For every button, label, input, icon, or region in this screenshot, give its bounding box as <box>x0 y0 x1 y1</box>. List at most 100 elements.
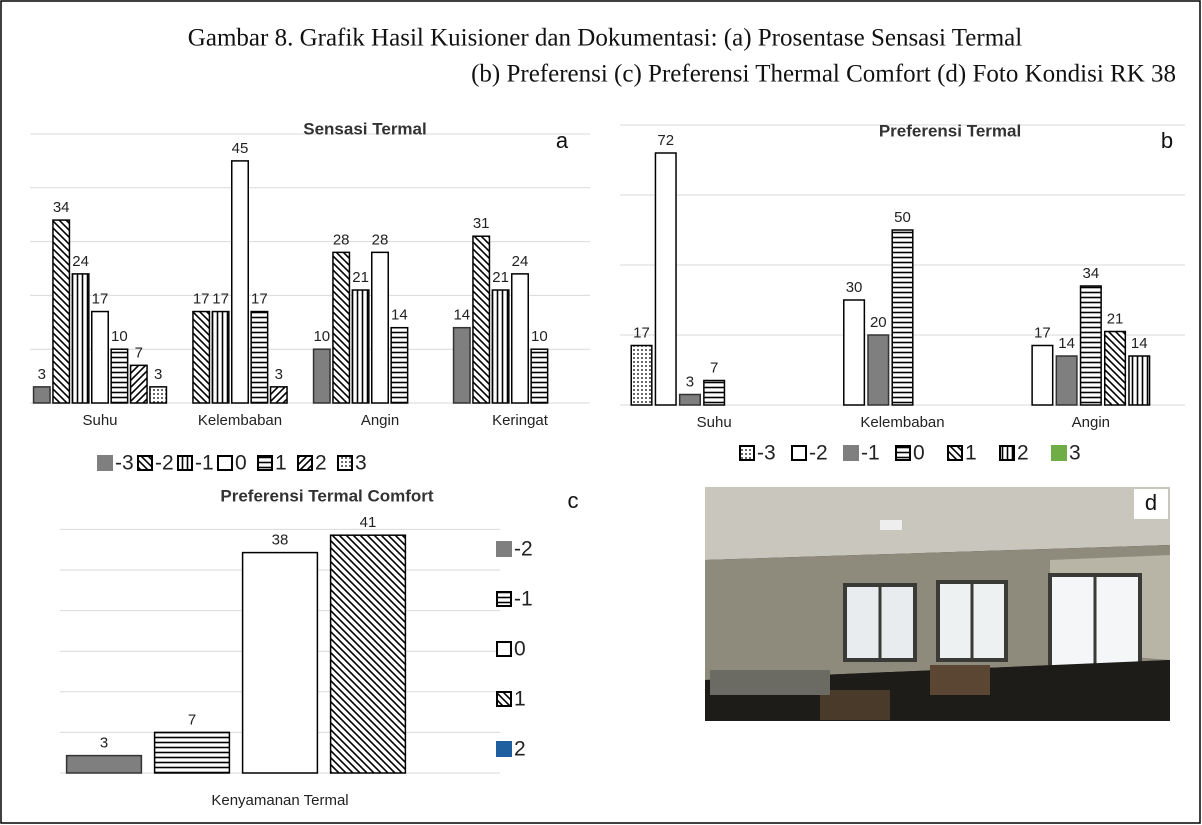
legend-label: 0 <box>235 452 247 475</box>
legend-swatch <box>257 455 273 471</box>
bar <box>71 273 90 404</box>
legend-label: 3 <box>355 452 367 475</box>
legend-label: 3 <box>1069 442 1081 465</box>
panel-label: d <box>1145 490 1157 515</box>
data-label: 17 <box>251 291 268 308</box>
data-label: 21 <box>352 269 369 286</box>
legend-swatch <box>177 455 193 471</box>
bar <box>332 251 351 404</box>
data-label: 17 <box>212 291 229 308</box>
bar <box>843 299 866 406</box>
legend-swatch <box>297 455 313 471</box>
legend-swatch <box>999 445 1015 461</box>
data-label: 14 <box>391 307 408 324</box>
legend-swatch <box>496 541 512 557</box>
data-label: 21 <box>1107 310 1124 327</box>
bar <box>52 219 71 404</box>
panel-label: a <box>556 128 569 153</box>
data-label: 31 <box>473 215 490 232</box>
data-label: 3 <box>686 373 694 390</box>
legend-label: -2 <box>514 538 533 561</box>
bar <box>231 160 249 404</box>
legend-swatch <box>791 445 807 461</box>
data-label: 14 <box>1131 335 1148 352</box>
bar <box>891 229 914 406</box>
bar <box>472 235 491 404</box>
chart-title: Preferensi Termal <box>879 121 1021 140</box>
data-label: 34 <box>1082 265 1099 282</box>
bar <box>511 273 529 404</box>
bar <box>1128 355 1151 406</box>
data-label: 3 <box>275 366 283 383</box>
legend-label: 0 <box>514 638 526 661</box>
data-label: 7 <box>135 344 143 361</box>
x-tick-label: Kelembaban <box>198 412 282 429</box>
legend-swatch <box>137 455 153 471</box>
bar <box>110 348 129 404</box>
bar <box>867 334 890 406</box>
legend-label: 1 <box>275 452 287 475</box>
data-label: 41 <box>360 514 377 531</box>
bar <box>452 326 471 404</box>
data-label: 10 <box>111 328 128 345</box>
data-label: 7 <box>188 711 196 728</box>
legend-label: 1 <box>514 688 526 711</box>
figure-title: Gambar 8. Grafik Hasil Kuisioner dan Dok… <box>188 25 1022 52</box>
x-tick-label: Keringat <box>492 412 549 429</box>
legend-swatch <box>947 445 963 461</box>
bar <box>1055 355 1078 406</box>
data-label: 17 <box>92 291 109 308</box>
data-label: 50 <box>894 209 911 226</box>
bar <box>32 386 51 404</box>
bar <box>65 754 143 774</box>
bar <box>1031 344 1054 406</box>
bar <box>129 364 148 404</box>
chart-title: Sensasi Termal <box>303 119 426 138</box>
bar <box>371 251 389 404</box>
bar <box>153 731 231 774</box>
chart-title: Preferensi Termal Comfort <box>220 486 434 505</box>
data-label: 3 <box>100 735 108 752</box>
legend-label: 2 <box>1017 442 1029 465</box>
data-label: 7 <box>710 359 718 376</box>
legend-label: 2 <box>315 452 327 475</box>
data-label: 28 <box>372 231 389 248</box>
data-label: 28 <box>333 231 350 248</box>
legend-label: -3 <box>115 452 134 475</box>
legend-swatch <box>895 445 911 461</box>
data-label: 14 <box>1058 335 1075 352</box>
legend-label: 1 <box>965 442 977 465</box>
data-label: 72 <box>657 132 674 149</box>
legend-label: -3 <box>757 442 776 465</box>
x-tick-label: Kelembaban <box>860 414 944 431</box>
x-tick-label: Kenyamanan Termal <box>211 792 348 809</box>
bar <box>149 386 168 404</box>
bar <box>211 310 230 404</box>
x-tick-label: Angin <box>361 412 399 429</box>
bar <box>491 289 510 404</box>
legend-label: -2 <box>155 452 174 475</box>
bar <box>703 379 726 406</box>
data-label: 38 <box>272 532 289 549</box>
panel-label: c <box>568 488 579 513</box>
legend-label: -2 <box>809 442 828 465</box>
bar <box>390 326 409 404</box>
data-label: 17 <box>633 324 650 341</box>
bar <box>678 393 701 406</box>
data-label: 30 <box>846 279 863 296</box>
data-label: 21 <box>492 269 509 286</box>
data-label: 10 <box>531 328 548 345</box>
legend-swatch <box>337 455 353 471</box>
bar <box>351 289 370 404</box>
legend-swatch <box>496 691 512 707</box>
legend-swatch <box>217 455 233 471</box>
legend-swatch <box>496 591 512 607</box>
data-label: 17 <box>193 291 210 308</box>
legend-label: -1 <box>195 452 214 475</box>
legend-swatch <box>97 455 113 471</box>
x-tick-label: Suhu <box>82 412 117 429</box>
bar <box>654 152 677 406</box>
photo: d <box>705 487 1170 721</box>
x-tick-label: Suhu <box>697 414 732 431</box>
